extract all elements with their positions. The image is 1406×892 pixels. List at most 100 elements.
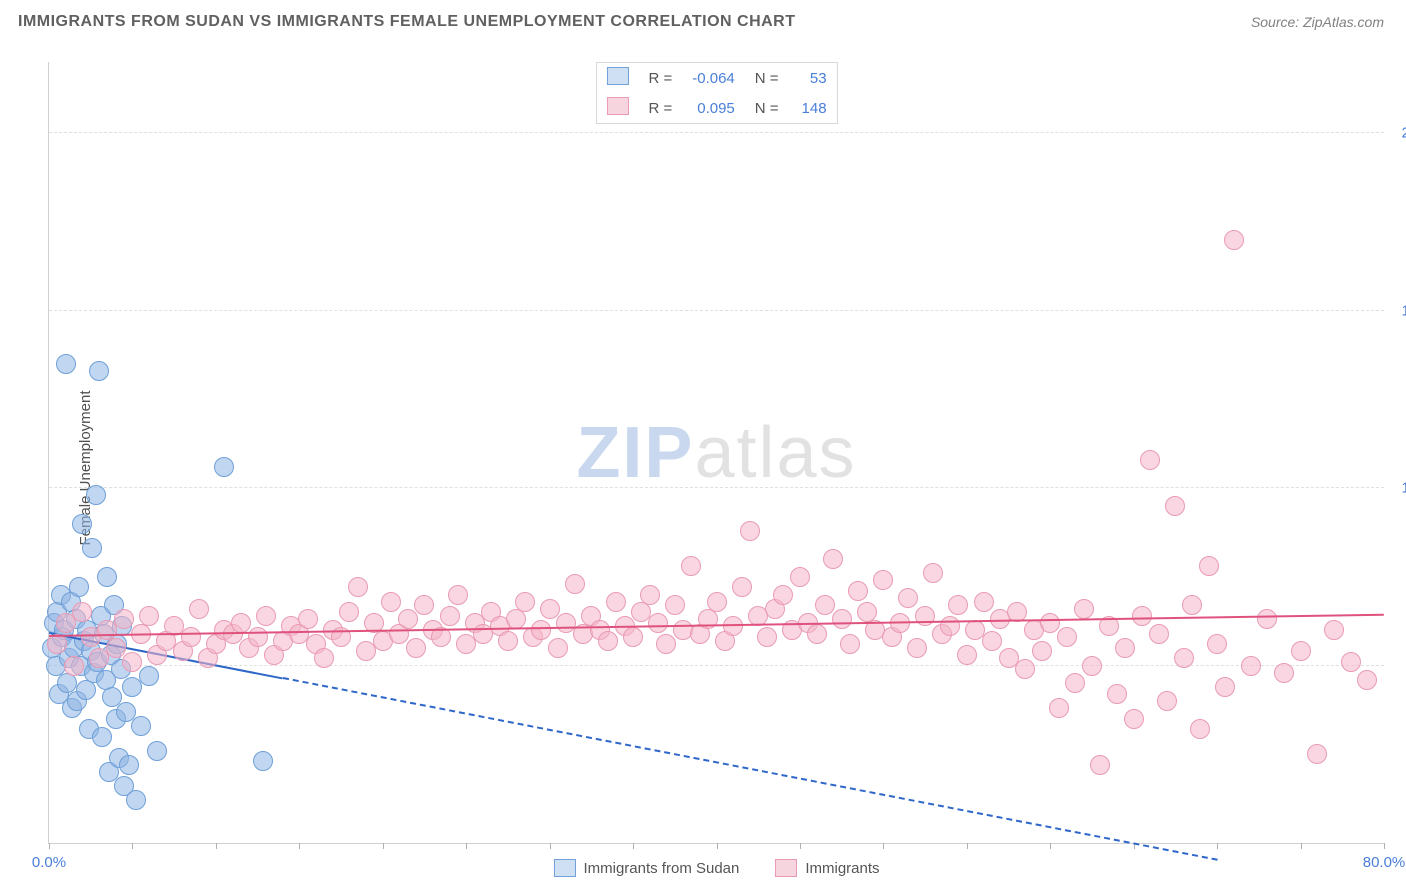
x-tick: [299, 843, 300, 849]
data-point: [406, 638, 426, 658]
data-point: [448, 585, 468, 605]
data-point: [1149, 624, 1169, 644]
data-point: [1307, 744, 1327, 764]
y-tick-label: 20.0%: [1401, 125, 1406, 142]
x-tick: [1217, 843, 1218, 849]
x-tick: [967, 843, 968, 849]
data-point: [848, 581, 868, 601]
data-point: [1082, 656, 1102, 676]
data-point: [139, 666, 159, 686]
data-point: [1015, 659, 1035, 679]
data-point: [76, 680, 96, 700]
chart-container: Female Unemployment ZIPatlas R = -0.064 …: [0, 44, 1406, 892]
data-point: [515, 592, 535, 612]
legend-item: Immigrants from Sudan: [553, 859, 739, 877]
data-point: [139, 606, 159, 626]
stats-row: R = 0.095 N = 148: [596, 93, 836, 123]
data-point: [1057, 627, 1077, 647]
data-point: [974, 592, 994, 612]
data-point: [1190, 719, 1210, 739]
data-point: [189, 599, 209, 619]
data-point: [398, 609, 418, 629]
data-point: [72, 602, 92, 622]
r-label: R =: [638, 63, 682, 93]
data-point: [1157, 691, 1177, 711]
watermark-part1: ZIP: [576, 413, 694, 493]
data-point: [1199, 556, 1219, 576]
x-tick: [466, 843, 467, 849]
header-bar: IMMIGRANTS FROM SUDAN VS IMMIGRANTS FEMA…: [0, 0, 1406, 44]
data-point: [89, 361, 109, 381]
data-point: [1032, 641, 1052, 661]
x-tick-label: 80.0%: [1363, 854, 1406, 871]
legend-label: Immigrants: [805, 860, 879, 877]
stats-row: R = -0.064 N = 53: [596, 63, 836, 93]
data-point: [648, 613, 668, 633]
legend-swatch-icon: [606, 97, 628, 115]
data-point: [665, 595, 685, 615]
data-point: [948, 595, 968, 615]
data-point: [1049, 698, 1069, 718]
gridline: [49, 310, 1384, 311]
data-point: [790, 567, 810, 587]
data-point: [181, 627, 201, 647]
gridline: [49, 487, 1384, 488]
data-point: [531, 620, 551, 640]
data-point: [106, 638, 126, 658]
data-point: [923, 563, 943, 583]
data-point: [97, 567, 117, 587]
data-point: [248, 627, 268, 647]
data-point: [114, 609, 134, 629]
x-tick: [550, 843, 551, 849]
data-point: [1107, 684, 1127, 704]
data-point: [823, 549, 843, 569]
data-point: [1065, 673, 1085, 693]
data-point: [122, 652, 142, 672]
data-point: [1215, 677, 1235, 697]
data-point: [1224, 230, 1244, 250]
series-legend: Immigrants from Sudan Immigrants: [553, 859, 879, 877]
data-point: [815, 595, 835, 615]
data-point: [214, 457, 234, 477]
data-point: [940, 616, 960, 636]
trend-line: [282, 677, 1217, 861]
data-point: [656, 634, 676, 654]
data-point: [1257, 609, 1277, 629]
x-tick: [132, 843, 133, 849]
data-point: [957, 645, 977, 665]
x-tick: [883, 843, 884, 849]
data-point: [623, 627, 643, 647]
data-point: [757, 627, 777, 647]
data-point: [1341, 652, 1361, 672]
data-point: [348, 577, 368, 597]
data-point: [256, 606, 276, 626]
data-point: [907, 638, 927, 658]
data-point: [86, 485, 106, 505]
data-point: [1324, 620, 1344, 640]
plot-area: ZIPatlas R = -0.064 N = 53 R = 0.095 N =…: [48, 62, 1384, 844]
data-point: [119, 755, 139, 775]
x-tick: [1301, 843, 1302, 849]
x-tick: [1050, 843, 1051, 849]
r-value: 0.095: [682, 93, 745, 123]
data-point: [598, 631, 618, 651]
n-value: 53: [789, 63, 837, 93]
data-point: [1124, 709, 1144, 729]
stats-legend: R = -0.064 N = 53 R = 0.095 N = 148: [595, 62, 837, 124]
chart-title: IMMIGRANTS FROM SUDAN VS IMMIGRANTS FEMA…: [18, 13, 796, 31]
watermark: ZIPatlas: [576, 412, 856, 494]
legend-swatch-icon: [775, 859, 797, 877]
x-tick: [216, 843, 217, 849]
legend-swatch-icon: [553, 859, 575, 877]
data-point: [314, 648, 334, 668]
data-point: [873, 570, 893, 590]
x-tick: [1384, 843, 1385, 849]
x-tick: [800, 843, 801, 849]
x-tick: [717, 843, 718, 849]
data-point: [1132, 606, 1152, 626]
x-tick: [49, 843, 50, 849]
data-point: [1357, 670, 1377, 690]
data-point: [681, 556, 701, 576]
data-point: [298, 609, 318, 629]
data-point: [540, 599, 560, 619]
